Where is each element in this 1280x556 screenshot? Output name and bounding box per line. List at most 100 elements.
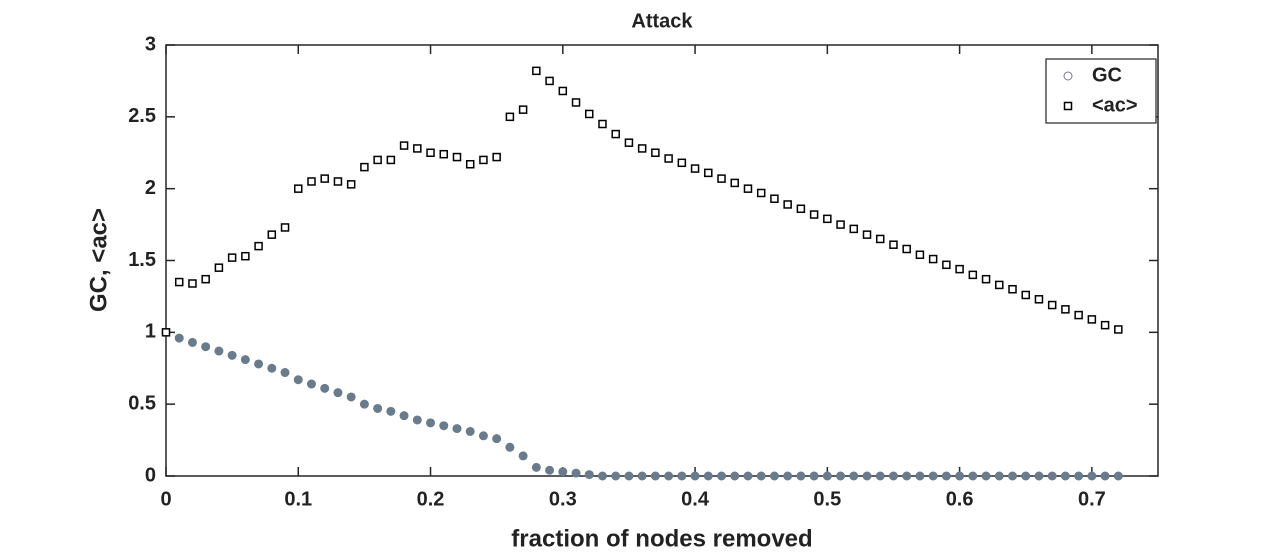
data-point [981, 471, 991, 481]
data-point [690, 471, 700, 481]
data-point [1074, 310, 1083, 320]
data-point [478, 431, 488, 441]
data-point [227, 350, 237, 360]
x-axis-label: fraction of nodes removed [511, 525, 812, 552]
data-point [915, 250, 925, 260]
data-point [796, 471, 806, 481]
data-point [439, 149, 449, 159]
data-point [201, 274, 210, 284]
data-point [227, 253, 237, 262]
data-point [254, 359, 264, 369]
data-point [1100, 320, 1110, 330]
data-point [743, 471, 753, 481]
data-point [571, 468, 581, 478]
data-point [1061, 305, 1070, 314]
data-point [902, 471, 912, 481]
data-point [545, 465, 555, 475]
data-point [1008, 471, 1018, 481]
x-tick-label: 0.4 [681, 488, 710, 510]
data-point [915, 471, 925, 481]
data-point [822, 471, 832, 481]
data-point [188, 279, 197, 288]
data-point [532, 66, 541, 76]
data-point [465, 159, 475, 169]
data-point [756, 188, 766, 198]
data-point [241, 251, 250, 261]
data-point [359, 399, 369, 409]
data-point [174, 277, 184, 287]
legend [1045, 58, 1157, 124]
data-point [346, 392, 356, 402]
legend-label: <ac> [1092, 94, 1138, 116]
data-point [187, 337, 197, 347]
data-point [571, 98, 581, 107]
data-point [452, 152, 462, 162]
data-point [1021, 471, 1031, 481]
data-point [902, 244, 911, 254]
data-point [849, 471, 859, 481]
data-point [399, 411, 409, 421]
data-point [598, 119, 607, 129]
data-point [664, 154, 673, 163]
data-point [756, 471, 766, 481]
data-point [373, 155, 382, 165]
y-tick-label: 1.5 [128, 249, 156, 271]
data-point [690, 164, 700, 173]
data-point [413, 144, 422, 153]
data-point [518, 451, 528, 461]
data-point [809, 210, 819, 219]
data-point [333, 177, 343, 186]
x-tick-label: 0 [160, 488, 171, 510]
data-point [637, 144, 647, 153]
data-point [505, 442, 515, 452]
data-point [492, 152, 501, 162]
y-tick-label: 3 [145, 33, 156, 55]
data-point [955, 264, 964, 274]
data-point [1113, 471, 1123, 481]
data-point [862, 471, 872, 481]
data-point [492, 434, 502, 444]
data-point [531, 462, 541, 472]
data-point [161, 328, 171, 337]
data-point [770, 194, 779, 203]
data-point [637, 471, 647, 481]
data-point [452, 424, 462, 434]
data-point [505, 112, 515, 122]
legend-marker [1063, 101, 1073, 111]
data-point [769, 471, 779, 481]
data-point [1087, 315, 1097, 324]
data-point [320, 174, 329, 183]
data-point [306, 379, 316, 389]
data-point [889, 240, 898, 249]
data-point [677, 158, 687, 168]
data-point [862, 230, 872, 239]
data-point [1034, 471, 1044, 481]
data-point [1047, 471, 1057, 481]
data-point [677, 471, 687, 481]
y-axis-label: GC, <ac> [85, 208, 112, 312]
data-point [875, 471, 885, 481]
data-point [439, 421, 449, 431]
data-point [650, 471, 660, 481]
data-point [214, 346, 224, 356]
data-point [558, 467, 568, 477]
data-point [849, 224, 859, 234]
chart-title: Attack [631, 10, 693, 32]
data-point [307, 177, 316, 186]
data-point [730, 178, 739, 188]
data-point [558, 86, 568, 96]
data-point [836, 220, 845, 229]
data-point [928, 254, 938, 264]
data-point [968, 270, 978, 280]
data-point [664, 471, 674, 481]
data-point [412, 415, 422, 425]
data-point [783, 471, 793, 481]
data-point [704, 168, 713, 178]
data-point [267, 363, 277, 373]
data-point [836, 471, 846, 481]
data-point [981, 274, 991, 284]
data-point [254, 241, 263, 251]
data-point [240, 355, 250, 365]
y-tick-label: 0.5 [128, 392, 156, 414]
